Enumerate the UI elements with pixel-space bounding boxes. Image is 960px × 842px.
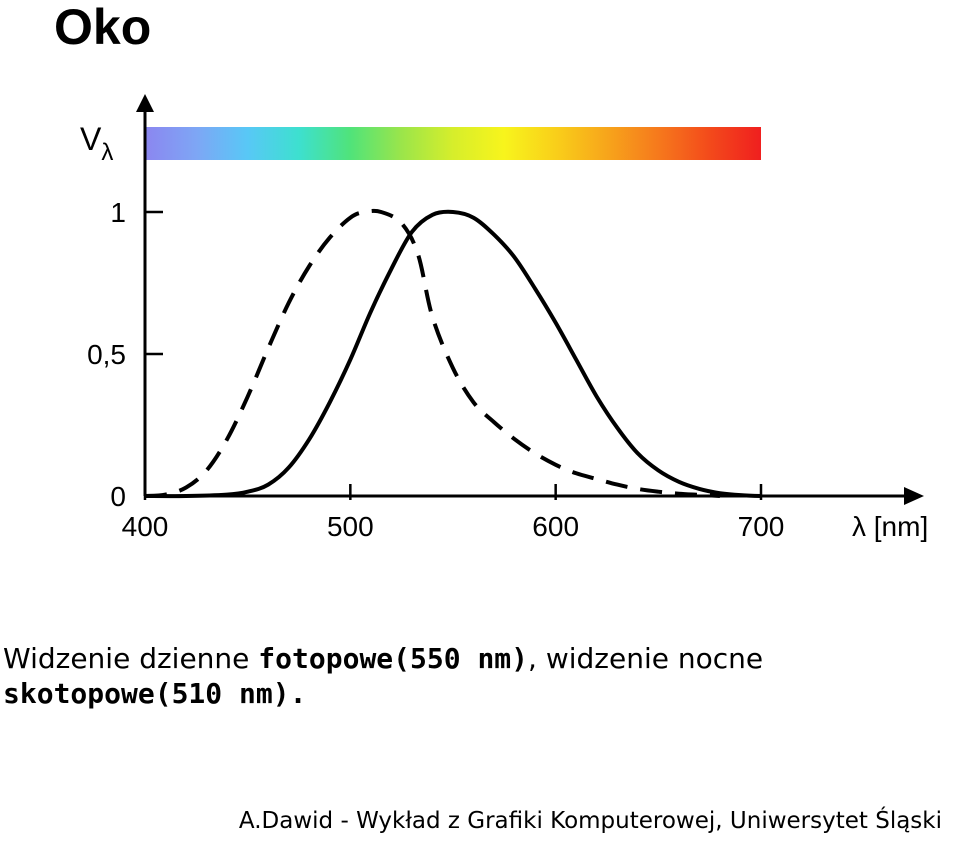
chart-axes bbox=[136, 94, 924, 505]
x-tick-label: 700 bbox=[738, 511, 785, 542]
caption-bold-scotopic: skotopowe(510 nm). bbox=[3, 677, 307, 710]
y-tick-label: 0,5 bbox=[87, 339, 126, 370]
spectrum-bar bbox=[145, 127, 761, 160]
chart-labels: Vλ λ [nm] bbox=[80, 121, 928, 542]
caption: Widzenie dzienne fotopowe(550 nm), widze… bbox=[3, 641, 958, 711]
page-title: Oko bbox=[54, 0, 152, 55]
footer: A.Dawid - Wykład z Grafiki Komputerowej,… bbox=[238, 808, 942, 834]
chart-ticks: 400 500 600 700 0 0,5 1 bbox=[87, 197, 784, 542]
caption-bold-photopic: fotopowe(550 nm) bbox=[258, 642, 529, 675]
x-tick-label: 500 bbox=[327, 511, 374, 542]
y-axis-arrow bbox=[136, 94, 154, 112]
x-axis-label: λ [nm] bbox=[852, 511, 928, 542]
scotopic-curve bbox=[144, 208, 721, 498]
chart-curves bbox=[144, 208, 762, 499]
y-tick-label: 0 bbox=[110, 481, 126, 512]
spectrum-gradient bbox=[145, 127, 761, 160]
x-tick-label: 400 bbox=[122, 511, 169, 542]
y-tick-label: 1 bbox=[110, 197, 126, 228]
luminosity-chart: 400 500 600 700 0 0,5 1 Vλ λ [nm] bbox=[80, 94, 928, 542]
x-tick-label: 600 bbox=[532, 511, 579, 542]
caption-text-2: , widzenie nocne bbox=[528, 642, 764, 675]
photopic-curve bbox=[144, 209, 762, 499]
y-axis-label: Vλ bbox=[80, 121, 113, 166]
x-axis-arrow bbox=[904, 487, 924, 505]
caption-text-1: Widzenie dzienne bbox=[3, 642, 259, 675]
